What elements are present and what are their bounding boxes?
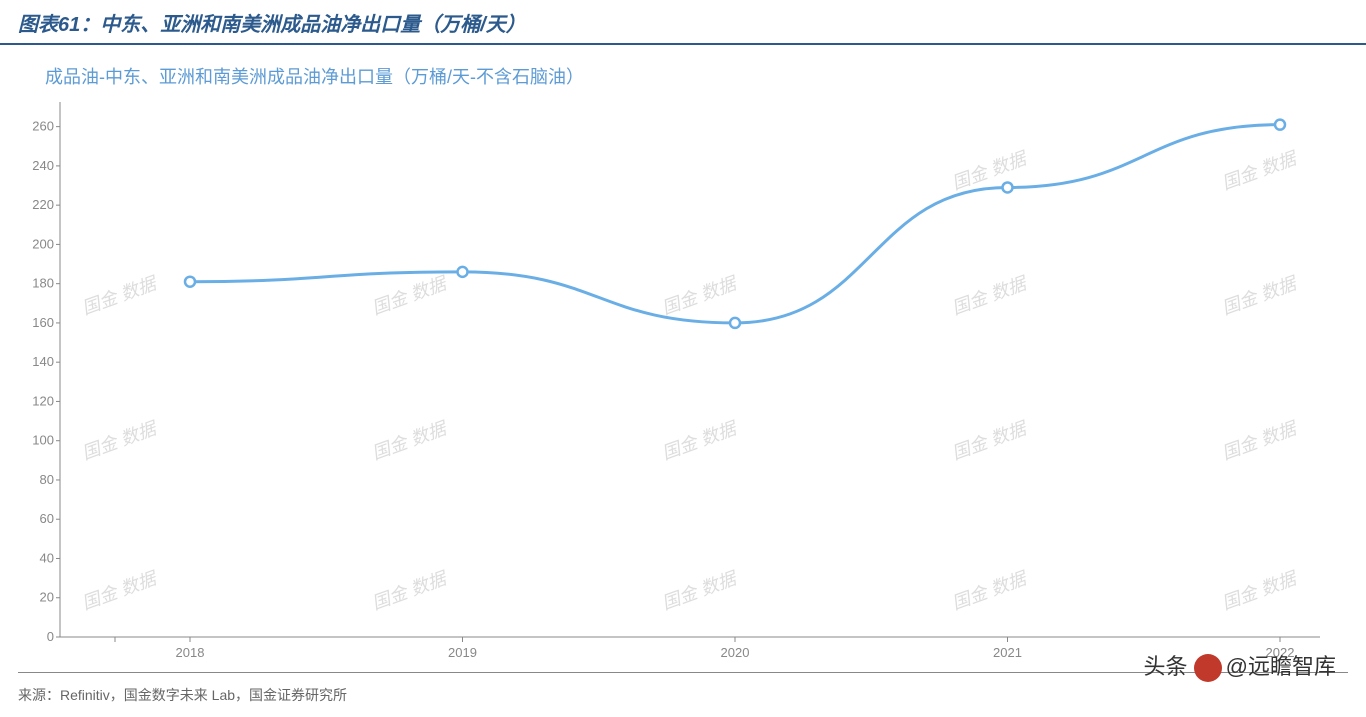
y-tick-label: 80 [40,472,54,487]
y-tick-label: 20 [40,590,54,605]
y-tick-label: 40 [40,550,54,565]
y-tick-label: 120 [32,393,54,408]
x-tick-label: 2021 [993,645,1022,660]
data-point [458,267,468,277]
x-tick-label: 2018 [176,645,205,660]
badge-prefix: 头条 [1144,654,1188,679]
data-line [190,125,1280,323]
data-point [730,318,740,328]
avatar-icon [1194,654,1222,682]
y-tick-label: 60 [40,511,54,526]
x-tick-label: 2019 [448,645,477,660]
chart-container: 成品油-中东、亚洲和南美洲成品油净出口量（万桶/天-不含石脑油） 国金 数据国金… [0,45,1366,672]
y-tick-label: 160 [32,315,54,330]
data-point [185,277,195,287]
chart-title: 图表61：中东、亚洲和南美洲成品油净出口量（万桶/天） [18,8,1348,37]
badge-handle: @远瞻智库 [1226,654,1336,679]
y-tick-label: 100 [32,433,54,448]
data-point [1003,182,1013,192]
y-tick-label: 140 [32,354,54,369]
plot-area: 国金 数据国金 数据国金 数据国金 数据国金 数据国金 数据国金 数据国金 数据… [20,97,1330,662]
data-point [1275,120,1285,130]
chart-header: 图表61：中东、亚洲和南美洲成品油净出口量（万桶/天） [0,0,1366,45]
attribution-badge: 头条 @远瞻智库 [1144,649,1336,682]
y-tick-label: 0 [47,629,54,644]
y-tick-label: 180 [32,276,54,291]
chart-subtitle: 成品油-中东、亚洲和南美洲成品油净出口量（万桶/天-不含石脑油） [20,55,1346,97]
y-tick-label: 200 [32,236,54,251]
line-chart-svg: 0 20 40 60 80 100 120 140 160 180 200 220 240 260 2018… [20,97,1330,662]
y-tick-label: 260 [32,119,54,134]
y-tick-label: 240 [32,158,54,173]
x-tick-label: 2020 [721,645,750,660]
y-tick-label: 220 [32,197,54,212]
